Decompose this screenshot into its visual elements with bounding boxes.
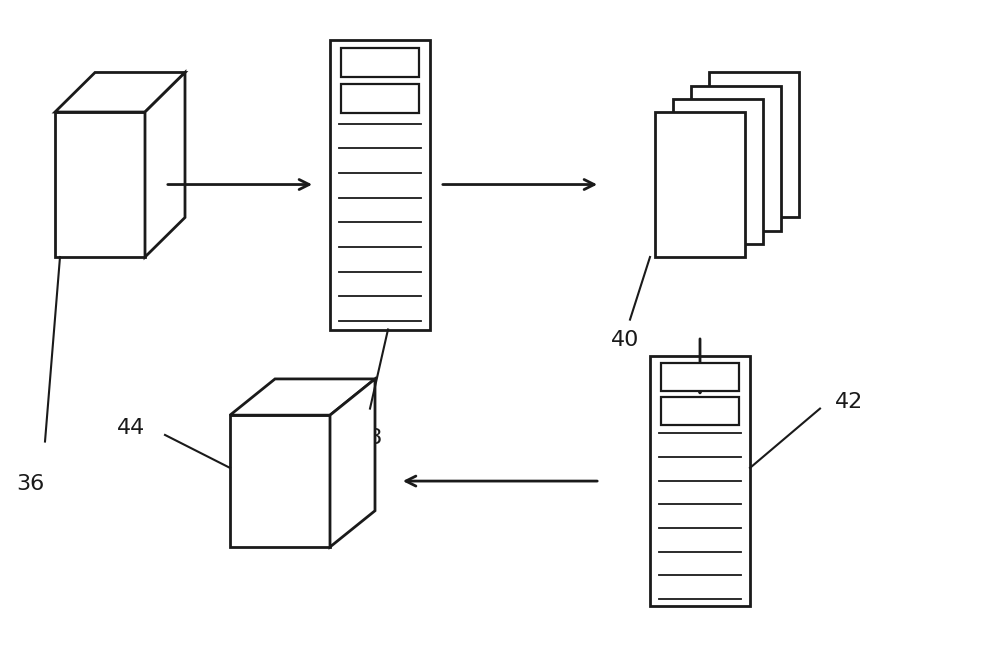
- Polygon shape: [330, 379, 375, 547]
- Bar: [650, 356, 750, 606]
- Polygon shape: [145, 72, 185, 257]
- Bar: [709, 72, 799, 217]
- Text: 36: 36: [16, 474, 44, 494]
- Bar: [330, 40, 430, 330]
- Text: 42: 42: [835, 392, 863, 412]
- Bar: [661, 397, 739, 425]
- Bar: [691, 86, 781, 231]
- Bar: [673, 99, 763, 244]
- Text: 38: 38: [354, 428, 382, 448]
- Bar: [341, 48, 419, 77]
- Bar: [55, 112, 145, 257]
- Polygon shape: [230, 379, 375, 415]
- Text: 44: 44: [117, 418, 145, 438]
- Polygon shape: [55, 72, 185, 112]
- Bar: [655, 112, 745, 257]
- Bar: [230, 415, 330, 547]
- Bar: [341, 84, 419, 113]
- Bar: [661, 363, 739, 391]
- Text: 40: 40: [611, 330, 639, 349]
